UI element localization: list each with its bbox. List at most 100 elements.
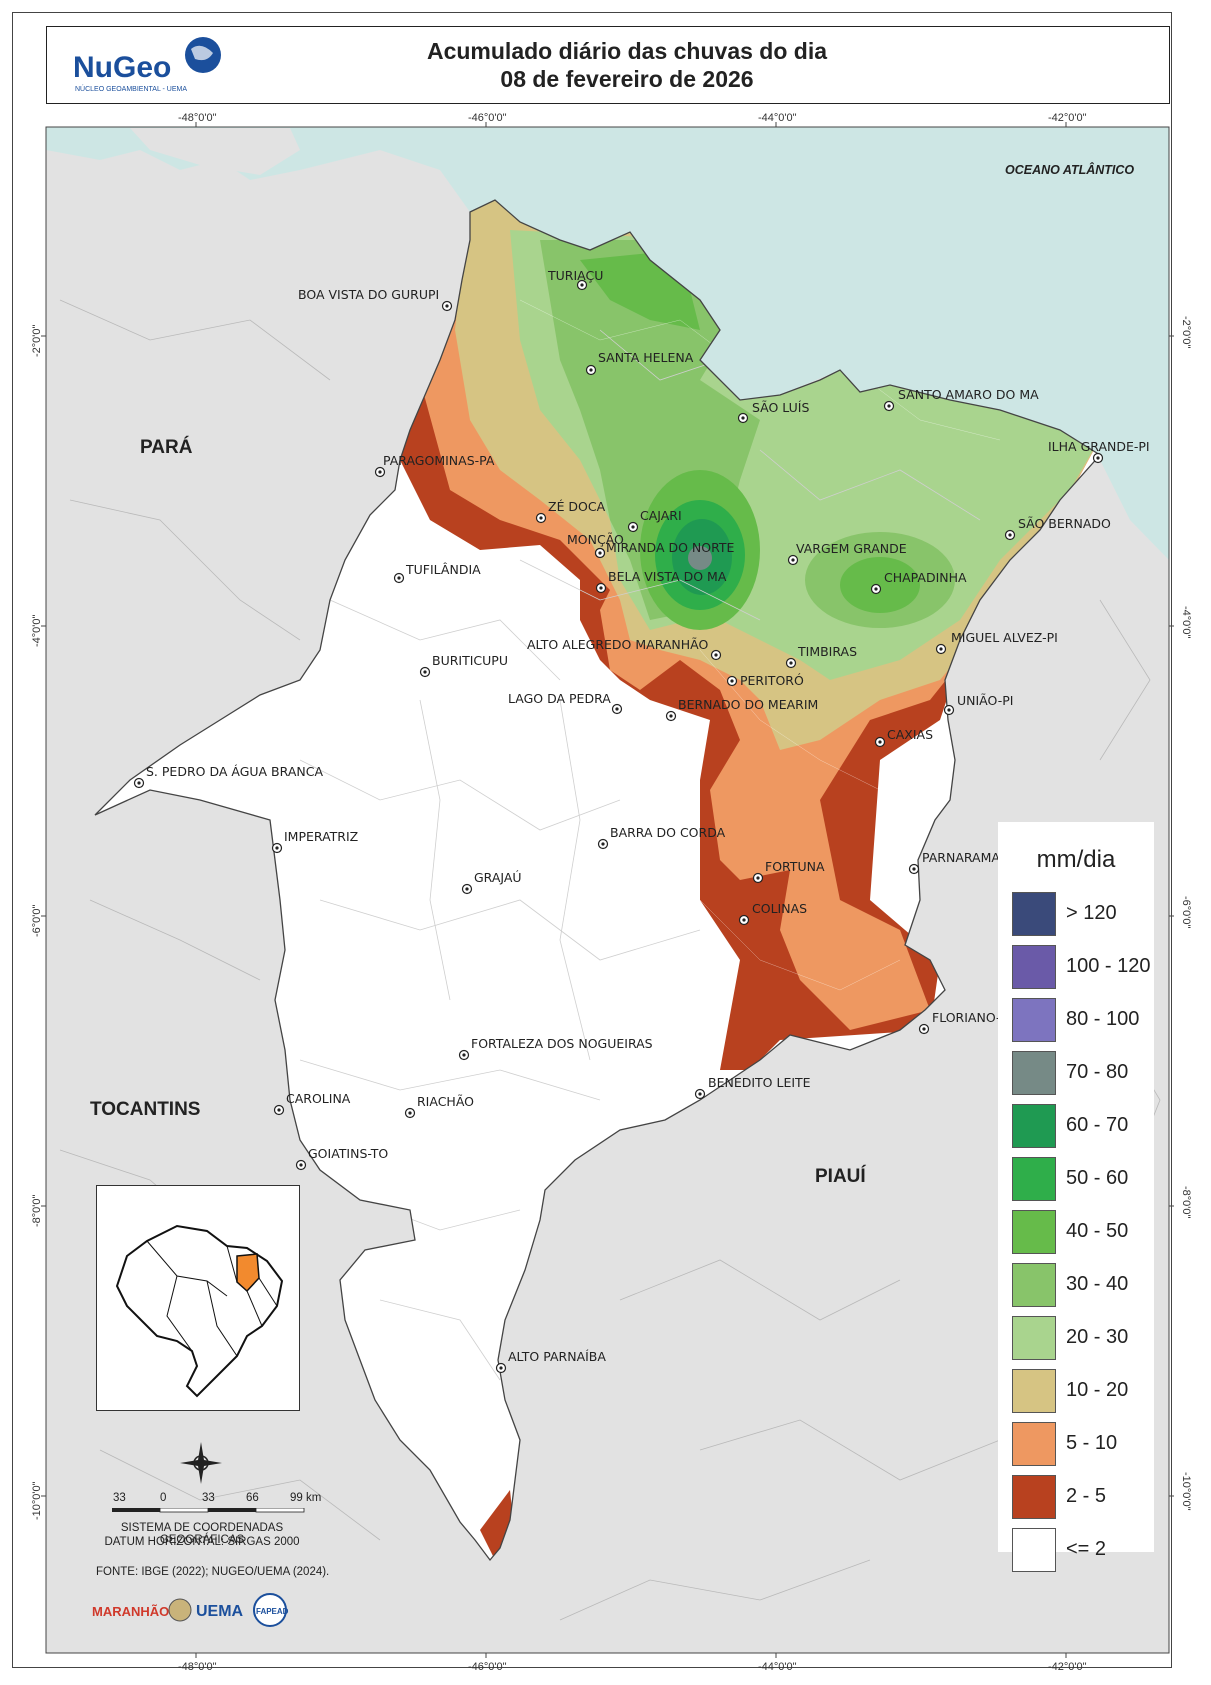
city-marker: BARRA DO CORDA (597, 825, 726, 850)
atlantic-ocean (46, 127, 1169, 560)
legend-swatch (1012, 1369, 1056, 1413)
city-label: GOIATINS-TO (308, 1146, 388, 1161)
city-label: PARAGOMINAS-PA (383, 453, 495, 468)
legend-title: mm/dia (1036, 846, 1116, 873)
lon-label-top-3: -44°0'0" (758, 112, 797, 124)
city-marker: LAGO DA PEDRA (508, 691, 623, 715)
city-label: FLORIANO-PI (932, 1010, 1012, 1025)
logo-text: NuGeo (73, 51, 171, 84)
uema-logo: UEMA (196, 1603, 244, 1620)
legend-item: > 120 (1006, 892, 1156, 938)
city-label: BENEDITO LEITE (708, 1075, 811, 1090)
legend-item: 100 - 120 (1006, 945, 1156, 991)
nugeo-logo-icon: NuGeo NÚCLEO GEOAMBIENTAL - UEMA (73, 37, 221, 93)
rain-zone-70-80 (688, 546, 712, 570)
legend-swatch (1012, 1210, 1056, 1254)
lon-label-top-4: -42°0'0" (1048, 112, 1087, 124)
legend-swatch (1012, 998, 1056, 1042)
city-label: BARRA DO CORDA (610, 825, 726, 840)
header: NuGeo NÚCLEO GEOAMBIENTAL - UEMA Acumula… (46, 26, 1170, 104)
legend-item: 50 - 60 (1006, 1157, 1156, 1203)
lat-label-right-4: -8°0'0" (1180, 1186, 1192, 1219)
graticule-ticks: -48°0'0" -46°0'0" -44°0'0" -42°0'0" -48°… (31, 112, 1192, 1673)
title-line-1: Acumulado diário das chuvas do dia (426, 38, 828, 64)
lon-label-top-2: -46°0'0" (468, 112, 507, 124)
city-label: TIMBIRAS (797, 644, 857, 659)
scale-tick-0: 33 (113, 1492, 126, 1504)
legend-item: 30 - 40 (1006, 1263, 1156, 1309)
lat-label-left-4: -8°0'0" (31, 1194, 43, 1227)
city-label: UNIÃO-PI (957, 693, 1013, 708)
legend-swatch (1012, 1316, 1056, 1360)
rain-zone-40-50-chapadinha (840, 557, 920, 613)
city-label: TUFILÂNDIA (405, 562, 481, 577)
city-label: SANTO AMARO DO MA (898, 387, 1039, 402)
city-markers: TURIAÇU BOA VISTA DO GURUPI SANTA HELENA SÃ… (133, 268, 1150, 1374)
maranhao-logo: MARANHÃO (92, 1604, 169, 1619)
city-label: PERITORÓ (740, 673, 804, 688)
city-marker: SANTA HELENA (585, 350, 694, 376)
city-label: BERNADO DO MEARIM (678, 697, 818, 712)
scale-tick-1: 0 (160, 1492, 167, 1504)
legend-item: 5 - 10 (1006, 1422, 1156, 1468)
lon-label-bottom-2: -46°0'0" (468, 1661, 507, 1673)
lon-label-bottom-4: -42°0'0" (1048, 1661, 1087, 1673)
city-marker: ALTO ALEGREDO MARANHÃO (527, 637, 722, 661)
city-marker: BURITICUPU (419, 653, 508, 678)
city-label: TURIAÇU (547, 268, 603, 283)
lat-label-left-3: -6°0'0" (31, 904, 43, 937)
coord-system-line-2: DATUM HORIZONTAL: SIRGAS 2000 (104, 1536, 300, 1548)
lat-label-right-1: -2°0'0" (1180, 316, 1192, 349)
legend-label: 50 - 60 (1066, 1167, 1129, 1189)
city-marker: IMPERATRIZ (271, 829, 358, 854)
city-marker: VARGEM GRANDE (787, 541, 907, 566)
city-marker: ZÉ DOCA (535, 499, 606, 524)
city-marker: TIMBIRAS (785, 644, 857, 669)
city-label: VARGEM GRANDE (796, 541, 907, 556)
city-label: IMPERATRIZ (284, 829, 358, 844)
city-marker: ALTO PARNAÍBA (495, 1349, 606, 1374)
legend-label: 60 - 70 (1066, 1114, 1129, 1136)
nugeo-logo: NuGeo NÚCLEO GEOAMBIENTAL - UEMA (65, 33, 235, 97)
legend-item: 20 - 30 (1006, 1316, 1156, 1362)
city-label: RIACHÃO (417, 1094, 474, 1109)
state-label-piaui: PIAUÍ (815, 1165, 866, 1187)
fapead-logo-icon (253, 1593, 287, 1627)
legend-swatch (1012, 1422, 1056, 1466)
city-marker: BELA VISTA DO MA (595, 569, 727, 594)
legend-item: <= 2 (1006, 1528, 1156, 1574)
city-label: ILHA GRANDE-PI (1048, 439, 1150, 454)
lat-label-right-2: -4°0'0" (1180, 606, 1192, 639)
legend-label: 40 - 50 (1066, 1220, 1129, 1242)
legend-swatch (1012, 1263, 1056, 1307)
city-marker: PARNARAMA (908, 850, 1000, 875)
city-marker: BERNADO DO MEARIM (665, 697, 818, 722)
title-line-2: 08 de fevereiro de 2026 (500, 66, 754, 92)
legend-item: 40 - 50 (1006, 1210, 1156, 1256)
maranhao-highlight (236, 1253, 260, 1293)
city-marker: SANTO AMARO DO MA (883, 387, 1039, 412)
legend-label: 30 - 40 (1066, 1273, 1129, 1295)
legend-label: 20 - 30 (1066, 1326, 1129, 1348)
ocean-label: OCEANO ATLÂNTICO (1005, 162, 1134, 177)
city-marker: CAXIAS (874, 727, 933, 748)
lat-label-left-5: -10°0'0" (31, 1481, 43, 1520)
city-label: ALTO ALEGREDO MARANHÃO (527, 637, 709, 652)
city-marker: PARAGOMINAS-PA (374, 453, 495, 478)
city-marker: SÃO LUÍS (737, 400, 809, 424)
city-label: FORTALEZA DOS NOGUEIRAS (471, 1036, 653, 1051)
legend-label: 100 - 120 (1066, 955, 1151, 977)
lon-label-bottom-1: -48°0'0" (178, 1661, 217, 1673)
lat-label-left-2: -4°0'0" (31, 614, 43, 647)
legend-item: 60 - 70 (1006, 1104, 1156, 1150)
legend-item: 2 - 5 (1006, 1475, 1156, 1521)
scale-tick-3: 66 (246, 1492, 259, 1504)
city-marker: MIGUEL ALVEZ-PI (935, 630, 1058, 655)
city-marker: TURIAÇU (547, 268, 603, 291)
city-label: BURITICUPU (432, 653, 508, 668)
city-label: MIRANDA DO NORTE (606, 540, 735, 555)
city-label: GRAJAÚ (474, 870, 522, 885)
fapead-logo: FAPEAD (256, 1607, 289, 1616)
city-label: CAXIAS (887, 727, 933, 742)
city-label: ZÉ DOCA (548, 499, 606, 514)
